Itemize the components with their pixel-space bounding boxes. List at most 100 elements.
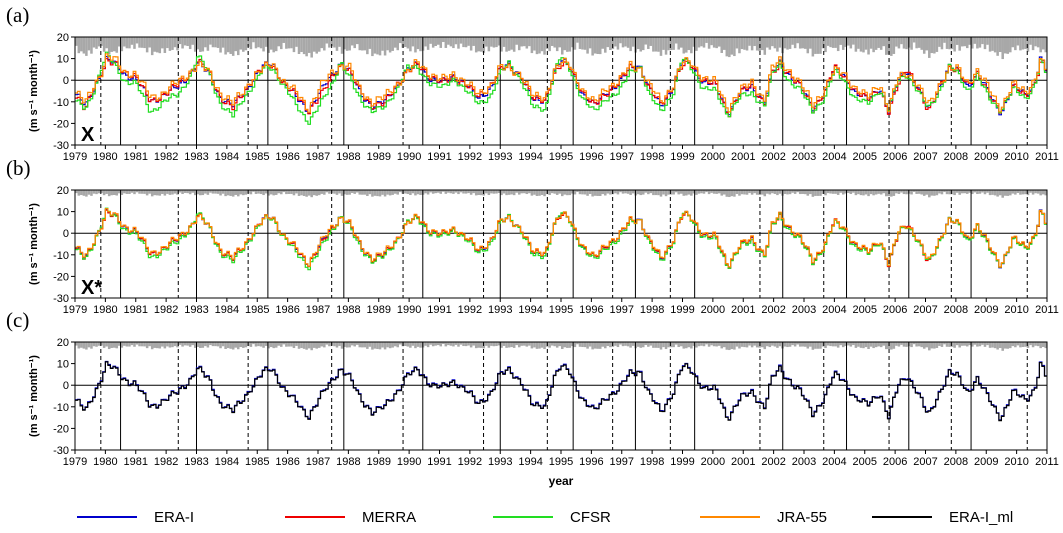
x-tick-label: 1988 <box>336 456 360 468</box>
spread-bar <box>786 342 789 348</box>
spread-bar <box>804 342 807 347</box>
spread-bar <box>958 342 961 348</box>
spread-bar <box>621 190 625 194</box>
spread-bar <box>966 342 969 347</box>
x-tick-label: 1997 <box>610 456 634 468</box>
spread-bar <box>578 190 582 195</box>
spread-bar <box>353 342 356 347</box>
spread-bar <box>667 190 670 195</box>
spread-bar <box>523 190 526 194</box>
x-tick-label: 1980 <box>93 456 117 468</box>
spread-bar <box>292 342 296 349</box>
x-tick-label: 2010 <box>1004 456 1028 468</box>
spread-bar <box>879 37 883 50</box>
spread-bar <box>786 37 789 50</box>
spread-bar <box>867 342 870 349</box>
spread-bar <box>669 190 673 195</box>
x-tick-label: 1994 <box>518 304 542 316</box>
spread-bar <box>998 342 1002 349</box>
spread-bar <box>831 342 835 347</box>
spread-bar <box>512 342 516 348</box>
spread-bar <box>890 190 893 197</box>
spread-bar <box>540 190 544 195</box>
spread-bar <box>500 37 503 52</box>
spread-bar <box>361 342 364 348</box>
spread-bar <box>211 342 215 347</box>
spread-bar <box>490 37 493 47</box>
spread-bar <box>1006 190 1010 196</box>
spread-bar <box>783 190 787 194</box>
spread-bar <box>310 190 313 198</box>
spread-bar <box>399 190 402 193</box>
spread-bar <box>958 37 961 51</box>
spread-bar <box>776 342 779 348</box>
spread-bar <box>429 342 432 345</box>
x-tick-label: 1990 <box>397 456 421 468</box>
spread-bar <box>92 190 96 194</box>
spread-bar <box>161 37 164 49</box>
spread-bar <box>596 190 599 196</box>
spread-bar <box>118 342 121 346</box>
spread-bar <box>178 37 182 45</box>
spread-bar <box>431 342 435 347</box>
spread-bar <box>991 342 994 348</box>
spread-bar <box>497 342 501 346</box>
y-tick-label: -30 <box>53 445 69 457</box>
spread-bar <box>530 342 534 349</box>
y-tick-label: -30 <box>53 293 69 305</box>
x-tick-label: 2007 <box>913 304 937 316</box>
spread-bar <box>300 37 303 53</box>
spread-bar <box>723 37 726 50</box>
spread-bar <box>841 37 845 50</box>
spread-bar <box>892 37 896 54</box>
spread-bar <box>971 37 974 49</box>
spread-bar <box>1011 37 1015 48</box>
spread-bar <box>409 342 412 348</box>
spread-bar <box>682 37 686 54</box>
x-tick-label: 1983 <box>184 456 208 468</box>
spread-bar <box>150 190 154 197</box>
spread-bar <box>679 190 683 194</box>
spread-bar <box>358 37 362 51</box>
spread-bar <box>112 37 116 52</box>
spread-bar <box>399 37 402 44</box>
spread-bar <box>788 190 792 195</box>
spread-bar <box>750 342 754 348</box>
legend-label: ERA-I_ml <box>949 509 1013 526</box>
spread-bar <box>366 190 369 197</box>
spread-bar <box>497 190 501 193</box>
spread-bar <box>277 190 281 194</box>
spread-bar <box>821 37 825 49</box>
spread-bar <box>776 37 779 52</box>
spread-bar <box>285 37 288 49</box>
spread-bar <box>424 190 427 194</box>
spread-bar <box>955 190 959 193</box>
spread-bar <box>824 190 827 196</box>
spread-bar <box>290 37 293 49</box>
spread-bar <box>583 37 587 50</box>
spread-bar <box>112 190 116 196</box>
spread-bar <box>348 190 351 195</box>
spread-bar <box>502 342 506 346</box>
spread-bar <box>168 342 172 348</box>
spread-bar <box>201 190 205 196</box>
spread-bar <box>566 37 569 52</box>
spread-bar <box>201 342 205 348</box>
spread-bar <box>679 37 683 48</box>
spread-bar <box>695 342 698 348</box>
spread-bar <box>950 37 954 50</box>
spread-bar <box>485 190 488 194</box>
spread-bar <box>869 190 873 195</box>
spread-bar <box>682 190 686 196</box>
spread-bar <box>82 342 86 349</box>
spread-bar <box>834 190 837 194</box>
x-tick-label: 1999 <box>670 151 694 163</box>
x-tick-label: 1987 <box>306 304 330 316</box>
legend-item: JRA-55 <box>700 509 827 526</box>
spread-bar <box>948 190 951 195</box>
spread-bar <box>621 37 625 48</box>
spread-bar <box>462 37 465 48</box>
spread-bar <box>943 37 946 43</box>
spread-bar <box>642 37 645 51</box>
spread-bar <box>280 190 283 195</box>
